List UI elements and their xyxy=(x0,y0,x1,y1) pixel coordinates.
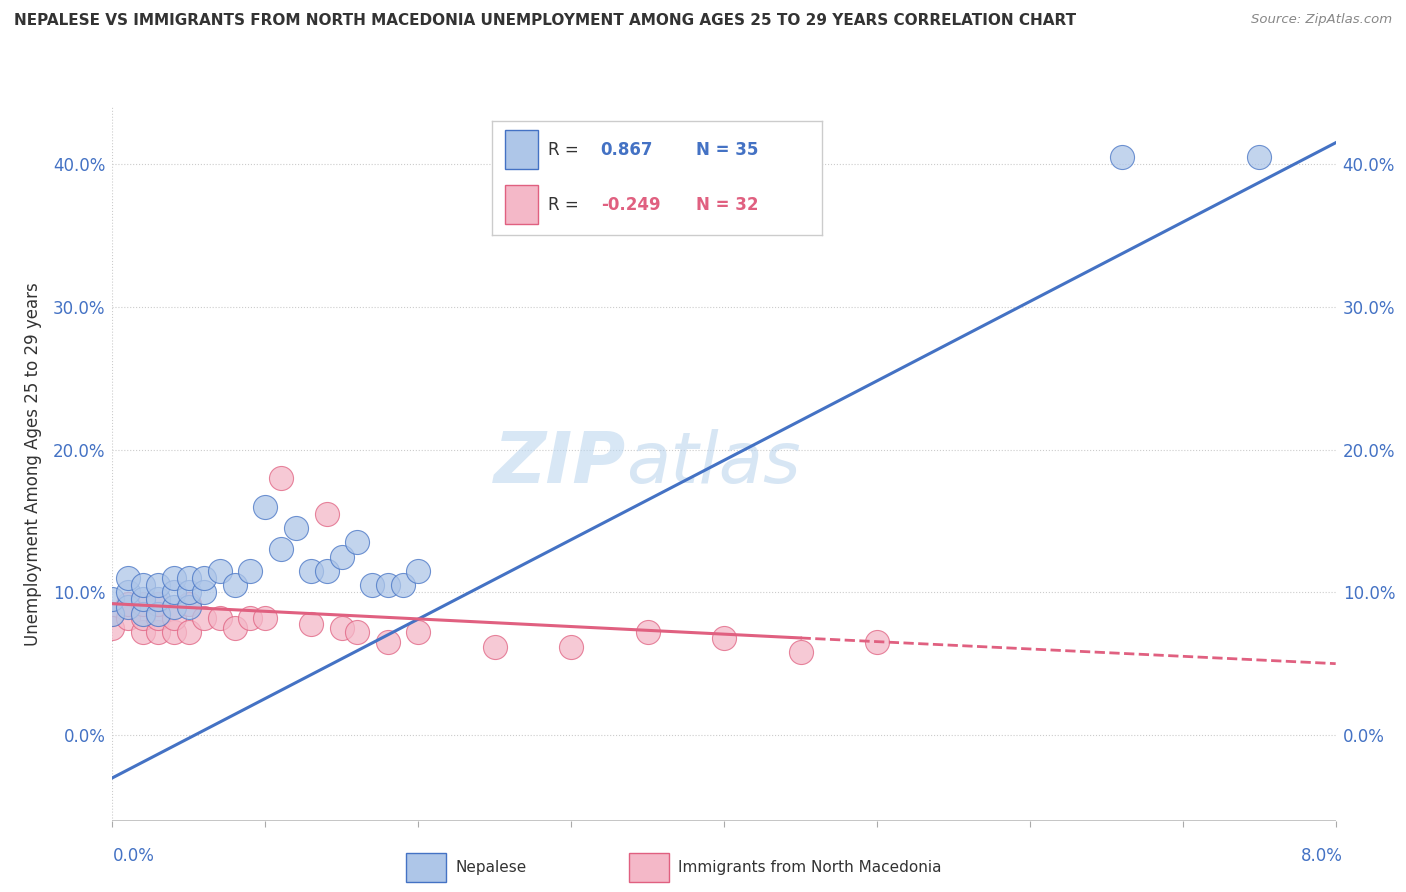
FancyBboxPatch shape xyxy=(406,854,446,881)
Point xyxy=(193,611,215,625)
Point xyxy=(254,500,277,514)
Text: N = 32: N = 32 xyxy=(696,195,759,214)
Point xyxy=(117,585,139,599)
Text: 0.867: 0.867 xyxy=(600,141,654,159)
Point xyxy=(148,592,170,607)
Point xyxy=(101,607,124,621)
Point xyxy=(177,597,200,611)
Point xyxy=(377,635,399,649)
Point xyxy=(713,631,735,645)
Point xyxy=(1249,150,1271,164)
Point xyxy=(315,564,337,578)
Point xyxy=(484,640,506,654)
Point xyxy=(637,625,659,640)
Point xyxy=(270,542,292,557)
Point xyxy=(101,607,124,621)
Point xyxy=(315,507,337,521)
Point xyxy=(117,611,139,625)
Text: Nepalese: Nepalese xyxy=(456,860,527,875)
Point xyxy=(163,571,186,585)
Point xyxy=(132,578,155,592)
Point xyxy=(132,625,155,640)
Point xyxy=(117,599,139,614)
Point xyxy=(789,645,811,659)
Point xyxy=(177,585,200,599)
Point xyxy=(239,564,262,578)
Point xyxy=(163,611,186,625)
Text: N = 35: N = 35 xyxy=(696,141,759,159)
FancyBboxPatch shape xyxy=(628,854,669,881)
Text: NEPALESE VS IMMIGRANTS FROM NORTH MACEDONIA UNEMPLOYMENT AMONG AGES 25 TO 29 YEA: NEPALESE VS IMMIGRANTS FROM NORTH MACEDO… xyxy=(14,13,1076,29)
Point xyxy=(148,607,170,621)
Point xyxy=(163,585,186,599)
Point xyxy=(346,625,368,640)
Text: -0.249: -0.249 xyxy=(600,195,661,214)
FancyBboxPatch shape xyxy=(505,130,538,169)
Text: Source: ZipAtlas.com: Source: ZipAtlas.com xyxy=(1251,13,1392,27)
Point xyxy=(101,621,124,635)
Point xyxy=(361,578,384,592)
Point xyxy=(132,592,155,607)
Text: R =: R = xyxy=(548,195,583,214)
Point xyxy=(408,564,430,578)
Text: Immigrants from North Macedonia: Immigrants from North Macedonia xyxy=(678,860,942,875)
Point xyxy=(346,535,368,549)
Point xyxy=(560,640,582,654)
Y-axis label: Unemployment Among Ages 25 to 29 years: Unemployment Among Ages 25 to 29 years xyxy=(24,282,42,646)
Point xyxy=(132,607,155,621)
Point xyxy=(254,611,277,625)
Point xyxy=(117,597,139,611)
Point xyxy=(866,635,889,649)
Point xyxy=(163,599,186,614)
Point xyxy=(208,611,231,625)
Point xyxy=(148,611,170,625)
Point xyxy=(392,578,415,592)
Point xyxy=(148,597,170,611)
Point xyxy=(163,625,186,640)
Point xyxy=(193,571,215,585)
Text: R =: R = xyxy=(548,141,583,159)
Point xyxy=(299,616,322,631)
FancyBboxPatch shape xyxy=(505,186,538,224)
Point xyxy=(330,621,353,635)
Point xyxy=(239,611,262,625)
Point xyxy=(101,592,124,607)
Point xyxy=(148,625,170,640)
Text: 0.0%: 0.0% xyxy=(112,847,155,864)
Point xyxy=(177,625,200,640)
Point xyxy=(284,521,308,535)
Point xyxy=(132,611,155,625)
Point xyxy=(330,549,353,564)
Point xyxy=(270,471,292,485)
Point xyxy=(377,578,399,592)
Text: atlas: atlas xyxy=(626,429,801,499)
Point xyxy=(1111,150,1133,164)
Point xyxy=(148,578,170,592)
Text: ZIP: ZIP xyxy=(494,429,626,499)
Point xyxy=(117,571,139,585)
Point xyxy=(299,564,322,578)
Point xyxy=(224,621,246,635)
Point xyxy=(408,625,430,640)
Point xyxy=(132,597,155,611)
Text: 8.0%: 8.0% xyxy=(1301,847,1343,864)
Point xyxy=(193,585,215,599)
Point xyxy=(177,571,200,585)
Point xyxy=(224,578,246,592)
Point xyxy=(177,599,200,614)
Point xyxy=(208,564,231,578)
